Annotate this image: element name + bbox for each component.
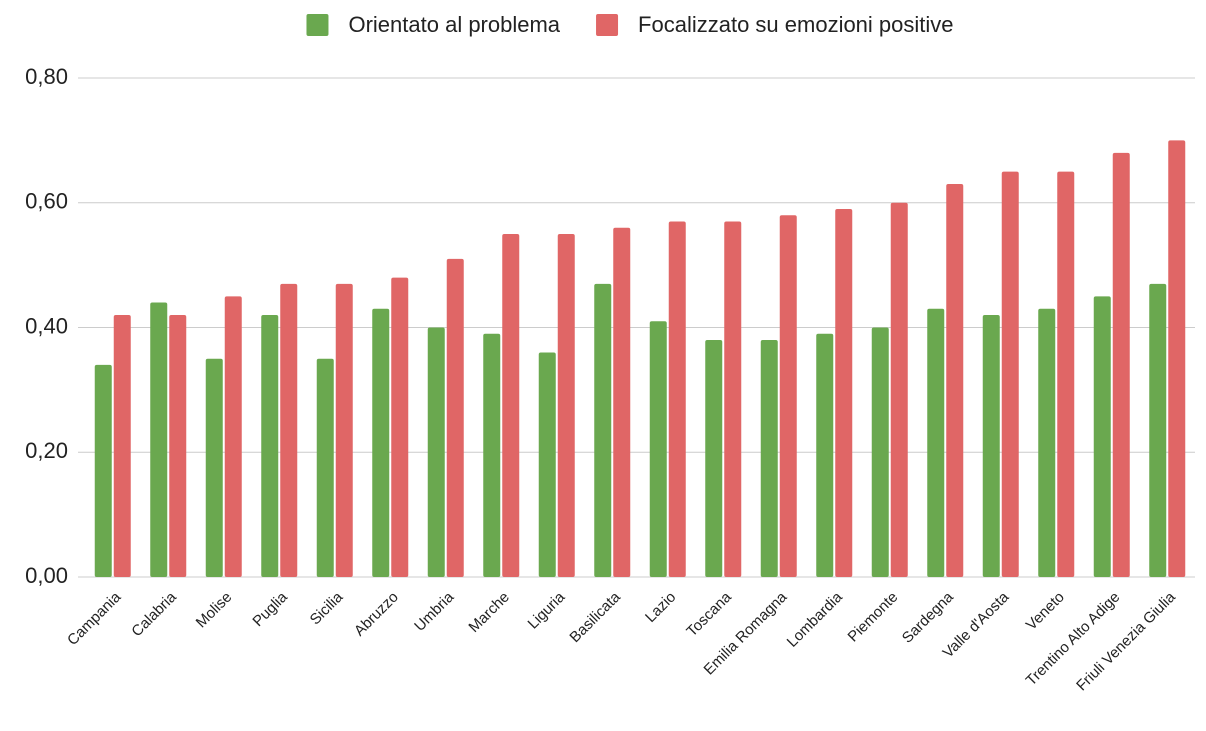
legend-swatch (596, 14, 619, 36)
x-tick-label: Umbria (411, 588, 458, 635)
x-tick-label: Lazio (642, 589, 679, 626)
bar (946, 184, 964, 577)
bar (391, 277, 409, 577)
bar (649, 321, 667, 577)
bar (835, 208, 853, 578)
x-tick-label: Basilicata (566, 588, 624, 646)
bar (705, 339, 723, 577)
x-tick-label: Toscana (683, 588, 735, 640)
x-tick-label: Trentino Alto Adige (1023, 589, 1124, 690)
bar (502, 233, 520, 577)
bar (150, 302, 168, 577)
bar (538, 352, 556, 577)
x-tick-label: Sardegna (899, 588, 957, 646)
legend-swatch (306, 14, 329, 36)
bar (94, 364, 112, 577)
legend: Orientato al problema Focalizzato su emoz… (306, 12, 954, 37)
x-tick-label: Piemonte (845, 589, 902, 646)
bar (316, 358, 334, 577)
y-tick-label: 0,00 (25, 563, 68, 588)
bar (205, 358, 223, 577)
y-tick-label: 0,40 (25, 313, 68, 338)
bar (169, 315, 187, 577)
bar (760, 339, 778, 577)
bar (927, 308, 945, 577)
bar (1149, 283, 1167, 577)
legend-label: Orientato al problema (348, 12, 560, 37)
bar (1168, 140, 1186, 577)
bar (1057, 171, 1075, 577)
x-tick-label: Friuli Venezia Giulia (1073, 588, 1179, 694)
bar (224, 296, 242, 577)
bar (483, 333, 501, 577)
legend-label: Focalizzato su emozioni positive (638, 12, 953, 37)
bar (446, 258, 464, 577)
bar (724, 221, 742, 577)
y-tick-label: 0,60 (25, 189, 68, 214)
bar (816, 333, 834, 577)
x-tick-label: Campania (64, 588, 125, 649)
bar (1112, 152, 1130, 577)
bar (613, 227, 631, 577)
bar (594, 283, 612, 577)
x-tick-label: Lombardia (784, 588, 847, 651)
bar (372, 308, 390, 577)
bar (557, 233, 575, 577)
bar (982, 315, 1000, 577)
bar (1001, 171, 1019, 577)
bar (427, 327, 445, 577)
x-tick-label: Sicilia (307, 588, 347, 628)
bar (668, 221, 686, 577)
bar (335, 283, 353, 577)
x-tick-label: Abruzzo (351, 589, 402, 640)
x-tick-label: Calabria (128, 588, 180, 640)
bar (890, 202, 908, 577)
bar (113, 315, 131, 577)
x-tick-label: Puglia (249, 588, 291, 630)
bar (280, 283, 298, 577)
bar (1038, 308, 1056, 577)
bar (261, 315, 279, 577)
x-tick-label: Veneto (1023, 589, 1068, 634)
bar (871, 327, 889, 577)
y-tick-label: 0,80 (25, 64, 68, 89)
y-tick-label: 0,20 (25, 438, 68, 463)
bar (779, 215, 797, 577)
x-tick-label: Marche (465, 589, 512, 636)
x-tick-label: Molise (193, 589, 236, 632)
bar (1093, 296, 1111, 577)
x-tick-label: Liguria (525, 588, 569, 632)
